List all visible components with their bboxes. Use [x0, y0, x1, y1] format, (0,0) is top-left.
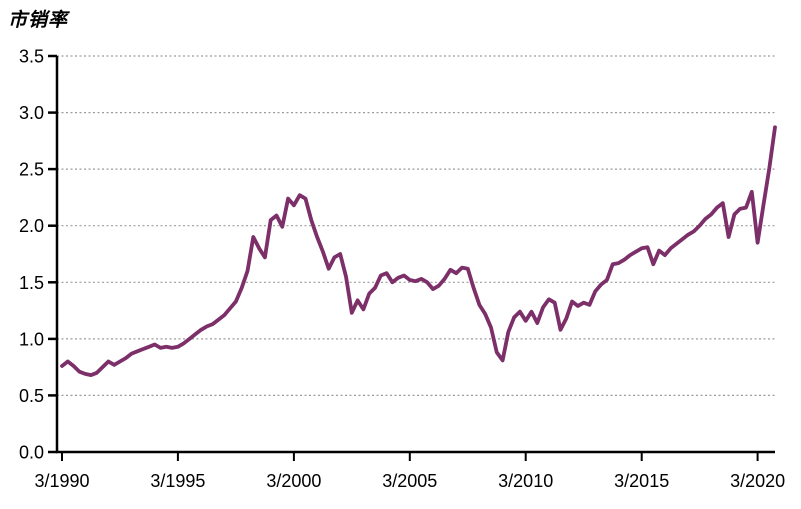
y-axis-label: 1.5 [19, 273, 44, 293]
price-to-sales-line [60, 125, 777, 378]
y-axis-label: 0.0 [19, 443, 44, 463]
y-axis-label: 3.5 [19, 47, 44, 67]
y-axis-label: 2.5 [19, 160, 44, 180]
x-axis-label: 3/2020 [730, 471, 785, 491]
y-axis-label: 3.0 [19, 103, 44, 123]
y-axis-label: 0.5 [19, 386, 44, 406]
x-axis-label: 3/2015 [614, 471, 669, 491]
y-axis-label: 2.0 [19, 216, 44, 236]
x-axis-label: 3/2010 [498, 471, 553, 491]
x-axis-label: 3/1990 [34, 471, 89, 491]
chart-title: 市销率 [8, 10, 69, 31]
x-axis-label: 3/1995 [150, 471, 205, 491]
y-axis-label: 1.0 [19, 329, 44, 349]
x-axis-label: 3/2000 [266, 471, 321, 491]
x-axis-label: 3/2005 [382, 471, 437, 491]
